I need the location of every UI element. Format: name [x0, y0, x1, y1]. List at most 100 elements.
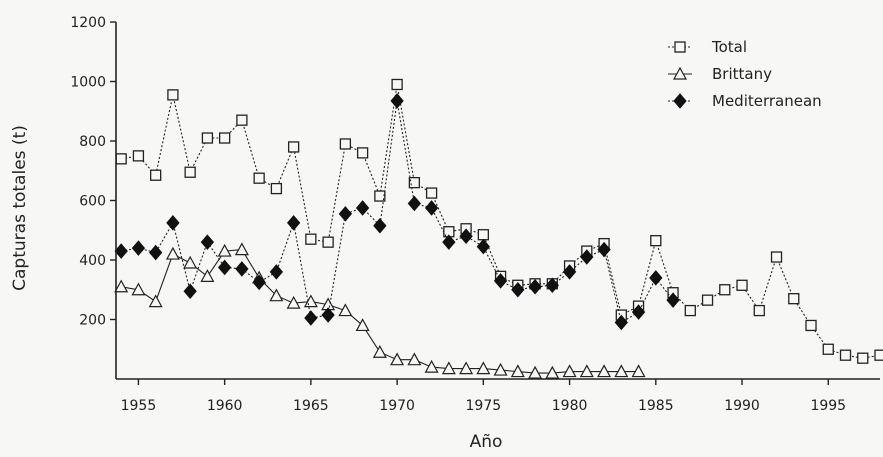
- series-mediterranean: [114, 93, 680, 331]
- legend-marker: [673, 93, 687, 109]
- data-point-brittany: [614, 364, 629, 378]
- data-point-mediterranean: [269, 264, 284, 280]
- data-point-total: [132, 150, 145, 162]
- data-point-total: [788, 293, 800, 305]
- data-point-mediterranean: [114, 243, 128, 259]
- data-point-mediterranean: [580, 249, 594, 265]
- data-point-mediterranean: [338, 206, 353, 222]
- data-point-brittany: [476, 361, 491, 375]
- data-point-total: [339, 138, 352, 150]
- data-point-brittany: [131, 282, 146, 296]
- data-point-mediterranean: [442, 234, 456, 250]
- data-point-brittany: [114, 279, 129, 293]
- data-point-brittany: [545, 365, 560, 379]
- data-point-total: [408, 176, 421, 189]
- data-point-total: [684, 304, 696, 317]
- data-point-total: [167, 89, 179, 101]
- data-point-total: [391, 78, 403, 91]
- data-point-mediterranean: [614, 314, 628, 331]
- data-point-total: [770, 251, 783, 263]
- data-point-brittany: [286, 295, 301, 309]
- data-point-mediterranean: [666, 292, 680, 308]
- data-point-brittany: [528, 365, 543, 379]
- data-point-mediterranean: [321, 307, 335, 323]
- data-point-brittany: [562, 364, 577, 378]
- data-point-brittany: [148, 294, 163, 308]
- x-tick-label: 1995: [810, 398, 846, 414]
- x-tick-label: 1980: [552, 398, 588, 414]
- data-point-total: [253, 172, 265, 184]
- data-point-brittany: [234, 242, 249, 256]
- data-point-total: [425, 187, 438, 199]
- data-point-mediterranean: [131, 240, 146, 256]
- data-point-mediterranean: [149, 244, 163, 261]
- data-point-brittany: [579, 364, 594, 378]
- data-point-brittany: [269, 288, 284, 302]
- data-point-total: [305, 233, 317, 245]
- data-point-brittany: [390, 352, 405, 366]
- x-tick-label: 1990: [724, 398, 760, 414]
- data-point-total: [839, 349, 852, 361]
- data-point-total: [356, 147, 369, 159]
- data-point-mediterranean: [545, 277, 559, 294]
- data-point-mediterranean: [528, 279, 542, 295]
- data-point-brittany: [372, 344, 387, 358]
- x-axis-title: Año: [470, 432, 503, 452]
- data-point-brittany: [459, 361, 474, 375]
- data-point-brittany: [441, 361, 456, 375]
- data-point-mediterranean: [476, 238, 490, 255]
- data-point-brittany: [338, 303, 353, 317]
- data-point-mediterranean: [200, 234, 215, 250]
- data-point-mediterranean: [217, 259, 232, 276]
- data-point-total: [719, 284, 731, 296]
- data-point-brittany: [183, 255, 198, 269]
- data-point-mediterranean: [631, 304, 646, 320]
- data-point-total: [736, 279, 748, 291]
- data-point-total: [201, 132, 214, 144]
- data-point-total: [857, 352, 869, 364]
- series-line-total: [121, 84, 881, 359]
- data-point-total: [115, 153, 127, 165]
- data-point-mediterranean: [562, 264, 577, 280]
- data-point-mediterranean: [511, 281, 525, 298]
- data-point-brittany: [407, 352, 422, 366]
- x-tick-label: 1985: [638, 398, 674, 414]
- data-point-total: [150, 169, 162, 181]
- data-point-mediterranean: [649, 270, 663, 286]
- data-point-mediterranean: [183, 283, 197, 300]
- data-point-brittany: [200, 269, 215, 282]
- data-point-brittany: [165, 246, 180, 260]
- data-point-brittany: [355, 318, 370, 332]
- y-tick-label: 800: [79, 134, 106, 150]
- y-tick-label: 600: [79, 194, 106, 210]
- x-tick-label: 1955: [121, 398, 157, 414]
- data-point-mediterranean: [424, 200, 439, 216]
- legend-label: Total: [711, 38, 747, 56]
- legend-marker: [674, 41, 686, 53]
- legend-marker: [672, 66, 688, 80]
- data-point-mediterranean: [597, 241, 611, 258]
- legend-label: Mediterranean: [712, 92, 822, 110]
- data-point-total: [287, 141, 300, 153]
- legend-item-brittany: Brittany: [668, 65, 772, 83]
- y-tick-label: 1200: [70, 15, 106, 31]
- data-point-total: [322, 236, 334, 248]
- data-point-total: [270, 182, 283, 195]
- data-point-total: [374, 190, 386, 202]
- data-point-mediterranean: [235, 261, 249, 277]
- y-tick-label: 1000: [70, 75, 106, 91]
- data-point-brittany: [217, 243, 232, 257]
- data-point-total: [650, 235, 662, 247]
- x-tick-label: 1975: [466, 398, 502, 414]
- data-point-total: [219, 132, 231, 144]
- legend-label: Brittany: [712, 65, 772, 83]
- data-point-mediterranean: [355, 200, 370, 216]
- data-point-total: [805, 319, 817, 332]
- data-point-mediterranean: [493, 273, 508, 289]
- data-point-brittany: [424, 359, 439, 373]
- y-tick-label: 400: [79, 253, 106, 269]
- data-point-total: [701, 294, 714, 306]
- legend-item-mediterranean: Mediterranean: [668, 92, 822, 110]
- data-point-total: [753, 304, 765, 317]
